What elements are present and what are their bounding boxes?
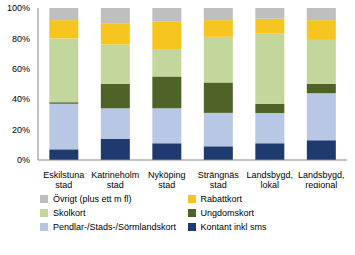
svg-text:60%: 60% [12,64,30,74]
html-text:Övrigt (plus ett m fl): Övrigt (plus ett m fl) [53,194,132,204]
svg-text:20%: 20% [12,125,30,135]
svg-text:Nyköpingstad: Nyköpingstad [148,170,186,188]
html-text:Rabattkort: Rabattkort [200,194,242,204]
svg-text:40%: 40% [12,94,30,104]
svg-text:Katrineholmstad: Katrineholmstad [91,170,139,188]
html-text:Ungdomskort: Ungdomskort [200,208,254,218]
svg-text:80%: 80% [12,34,30,44]
svg-text:100%: 100% [8,3,30,13]
svg-text:Eskilstunastad: Eskilstunastad [43,170,84,188]
svg-text:Landsbygd,lokal: Landsbygd,lokal [246,170,293,188]
svg-text:Strängnässtad: Strängnässtad [198,170,240,188]
html-text:Pendlar-/Stads-/Sörmlandskort: Pendlar-/Stads-/Sörmlandskort [53,222,177,232]
svg-text:Landsbygd,regional: Landsbygd,regional [298,170,345,188]
svg-text:0%: 0% [17,155,30,165]
html-text:Skolkort: Skolkort [53,208,86,218]
html-text:Kontant inkl sms: Kontant inkl sms [200,222,267,232]
